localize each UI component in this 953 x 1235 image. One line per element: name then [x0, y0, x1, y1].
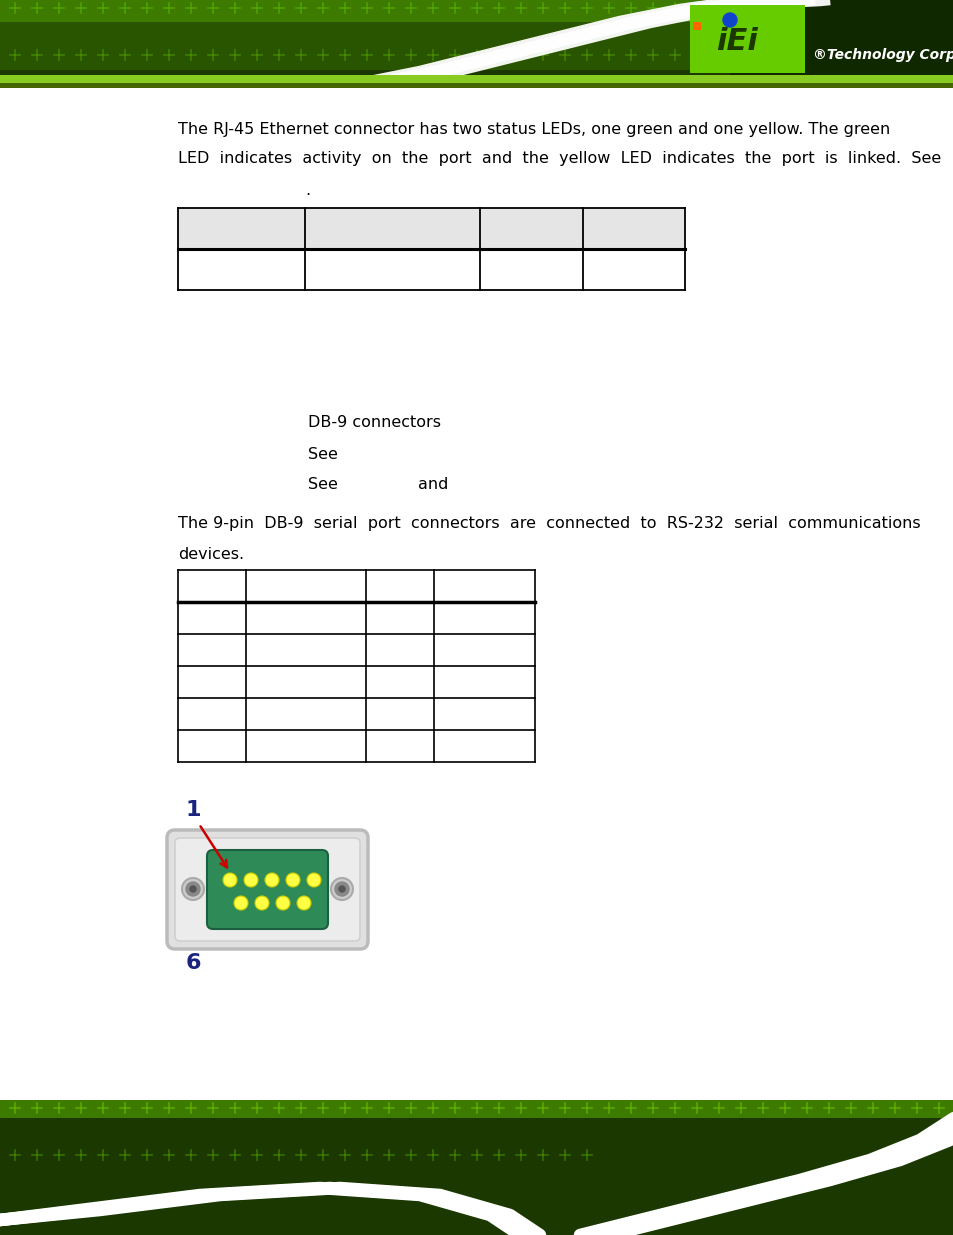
Text: LED  indicates  activity  on  the  port  and  the  yellow  LED  indicates  the  : LED indicates activity on the port and t…: [178, 151, 941, 165]
Bar: [178, 207, 684, 249]
Bar: [0, 0, 953, 88]
Bar: [0, 0, 700, 22]
Bar: [689, 5, 804, 73]
FancyBboxPatch shape: [207, 850, 328, 929]
Bar: [0, 1100, 953, 1118]
Circle shape: [296, 897, 311, 910]
Circle shape: [722, 14, 737, 27]
Circle shape: [335, 882, 349, 897]
Text: .: .: [305, 183, 310, 198]
Circle shape: [186, 882, 200, 897]
Circle shape: [265, 873, 278, 887]
Text: See: See: [308, 477, 337, 492]
FancyBboxPatch shape: [174, 839, 359, 941]
FancyBboxPatch shape: [167, 830, 368, 948]
Circle shape: [331, 878, 353, 900]
Bar: [0, 0, 953, 70]
Circle shape: [307, 873, 320, 887]
Circle shape: [223, 873, 236, 887]
Bar: [0, 1100, 953, 1235]
Text: See: See: [308, 447, 337, 462]
Bar: [729, 0, 953, 88]
Text: 6: 6: [185, 953, 200, 973]
Text: The 9-pin  DB-9  serial  port  connectors  are  connected  to  RS-232  serial  c: The 9-pin DB-9 serial port connectors ar…: [178, 516, 920, 531]
Bar: [0, 75, 953, 83]
Text: iEi: iEi: [716, 27, 757, 57]
Circle shape: [233, 897, 248, 910]
Text: The RJ-45 Ethernet connector has two status LEDs, one green and one yellow. The : The RJ-45 Ethernet connector has two sta…: [178, 122, 889, 137]
Circle shape: [244, 873, 257, 887]
Text: DB-9 connectors: DB-9 connectors: [308, 415, 440, 430]
Circle shape: [338, 885, 345, 892]
Bar: [0, 83, 953, 88]
Circle shape: [254, 897, 269, 910]
Circle shape: [275, 897, 290, 910]
Text: devices.: devices.: [178, 547, 244, 562]
Circle shape: [182, 878, 204, 900]
Circle shape: [286, 873, 299, 887]
Text: and: and: [417, 477, 448, 492]
Circle shape: [190, 885, 195, 892]
Bar: [692, 22, 700, 30]
Text: ®Technology Corp.: ®Technology Corp.: [812, 48, 953, 62]
Text: 1: 1: [185, 800, 200, 820]
